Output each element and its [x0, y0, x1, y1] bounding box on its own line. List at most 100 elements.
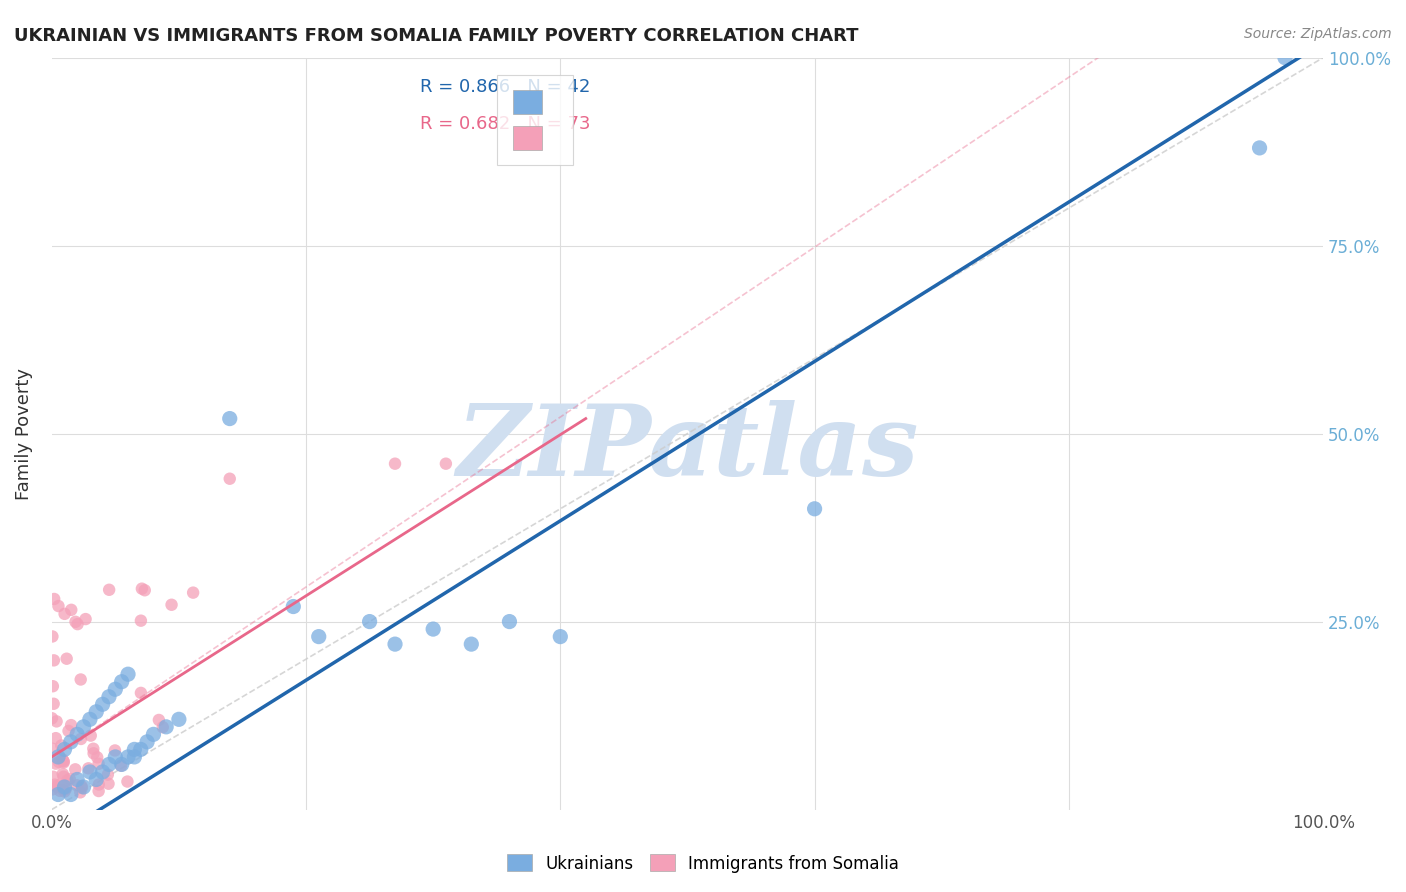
- Point: [129, 614, 152, 628]
- Point: [51, 752, 73, 766]
- Point: [384, 457, 406, 471]
- Point: [98, 582, 121, 597]
- Point: [87, 784, 110, 798]
- Point: [66, 778, 89, 792]
- Point: [148, 713, 170, 727]
- Point: [42, 770, 65, 784]
- Point: [80, 729, 103, 743]
- Point: [167, 712, 190, 726]
- Point: [129, 742, 152, 756]
- Point: [66, 617, 89, 632]
- Point: [82, 741, 104, 756]
- Point: [155, 720, 177, 734]
- Point: [117, 774, 139, 789]
- Point: [65, 615, 87, 629]
- Point: [41, 782, 63, 797]
- Point: [79, 764, 101, 779]
- Point: [55, 781, 77, 796]
- Point: [53, 607, 76, 621]
- Point: [91, 764, 114, 779]
- Point: [117, 750, 139, 764]
- Point: [803, 501, 825, 516]
- Point: [41, 630, 63, 644]
- Point: [104, 682, 127, 697]
- Point: [49, 784, 72, 798]
- Point: [70, 779, 93, 793]
- Point: [46, 750, 69, 764]
- Point: [56, 773, 79, 788]
- Point: [75, 612, 97, 626]
- Point: [53, 784, 76, 798]
- Point: [66, 772, 89, 787]
- Point: [84, 772, 107, 787]
- Point: [460, 637, 482, 651]
- Point: [117, 667, 139, 681]
- Legend: , : ,: [496, 75, 572, 165]
- Point: [283, 599, 305, 614]
- Point: [111, 674, 134, 689]
- Point: [58, 723, 80, 738]
- Point: [218, 472, 240, 486]
- Point: [55, 651, 77, 665]
- Point: [66, 727, 89, 741]
- Point: [45, 731, 67, 746]
- Point: [77, 761, 100, 775]
- Point: [218, 411, 240, 425]
- Point: [53, 742, 76, 756]
- Point: [97, 777, 120, 791]
- Text: R = 0.682   N = 73: R = 0.682 N = 73: [420, 115, 591, 133]
- Point: [129, 686, 152, 700]
- Point: [42, 679, 65, 693]
- Point: [87, 756, 110, 771]
- Point: [136, 735, 159, 749]
- Point: [70, 780, 93, 795]
- Point: [110, 758, 132, 772]
- Point: [86, 750, 108, 764]
- Point: [52, 754, 75, 768]
- Point: [45, 756, 67, 771]
- Point: [46, 780, 69, 794]
- Point: [52, 755, 75, 769]
- Point: [160, 598, 183, 612]
- Point: [97, 757, 120, 772]
- Point: [384, 637, 406, 651]
- Point: [46, 788, 69, 802]
- Point: [83, 747, 105, 761]
- Point: [1249, 141, 1271, 155]
- Text: R = 0.866   N = 42: R = 0.866 N = 42: [420, 78, 591, 95]
- Point: [134, 583, 156, 598]
- Point: [46, 778, 69, 792]
- Point: [52, 767, 75, 781]
- Point: [59, 788, 82, 802]
- Point: [65, 762, 87, 776]
- Point: [44, 592, 66, 607]
- Point: [87, 777, 110, 791]
- Point: [104, 750, 127, 764]
- Point: [48, 755, 70, 769]
- Point: [59, 772, 82, 786]
- Point: [42, 742, 65, 756]
- Point: [1274, 51, 1296, 65]
- Text: UKRAINIAN VS IMMIGRANTS FROM SOMALIA FAMILY POVERTY CORRELATION CHART: UKRAINIAN VS IMMIGRANTS FROM SOMALIA FAM…: [14, 27, 859, 45]
- Point: [84, 705, 107, 719]
- Point: [69, 673, 91, 687]
- Point: [308, 630, 330, 644]
- Point: [70, 731, 93, 746]
- Point: [42, 653, 65, 667]
- Point: [69, 785, 91, 799]
- Point: [91, 698, 114, 712]
- Point: [42, 697, 65, 711]
- Point: [52, 756, 75, 770]
- Point: [111, 757, 134, 772]
- Text: ZIPatlas: ZIPatlas: [457, 401, 918, 497]
- Point: [498, 615, 520, 629]
- Y-axis label: Family Poverty: Family Poverty: [15, 368, 32, 500]
- Point: [59, 735, 82, 749]
- Point: [124, 742, 146, 756]
- Point: [131, 582, 153, 596]
- Point: [124, 750, 146, 764]
- Point: [60, 603, 83, 617]
- Point: [550, 630, 572, 644]
- Point: [434, 457, 457, 471]
- Point: [44, 778, 66, 792]
